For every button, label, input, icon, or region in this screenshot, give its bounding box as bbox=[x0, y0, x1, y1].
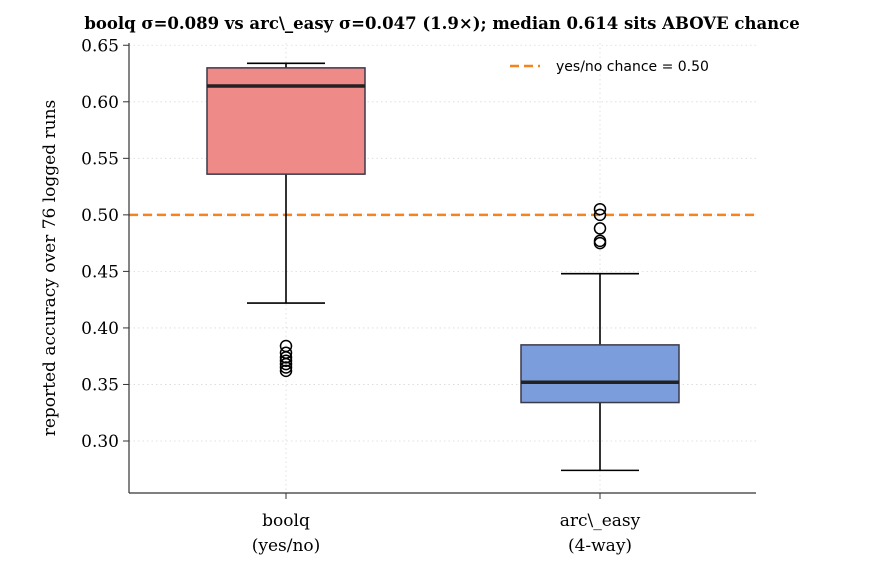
y-tick-label: 0.50 bbox=[81, 206, 119, 226]
ticks: 0.30 0.35 0.40 0.45 0.50 0.55 0.60 0.65 boolq (ye… bbox=[81, 36, 641, 556]
x-tick-label: boolq bbox=[262, 511, 310, 531]
y-tick-label: 0.65 bbox=[81, 36, 119, 56]
boxes bbox=[206, 62, 680, 472]
y-tick-label: 0.55 bbox=[81, 149, 119, 169]
y-tick-label: 0.30 bbox=[81, 432, 119, 452]
chart-title: boolq σ=0.089 vs arc\_easy σ=0.047 (1.9×… bbox=[84, 14, 799, 33]
y-tick-label: 0.45 bbox=[81, 262, 119, 282]
outlier-point bbox=[593, 222, 607, 235]
x-tick-label: arc\_easy bbox=[560, 511, 641, 531]
outlier-point bbox=[593, 202, 607, 216]
y-tick-label: 0.40 bbox=[81, 319, 119, 339]
box-boolq bbox=[206, 62, 366, 378]
x-tick-sublabel: (4-way) bbox=[568, 536, 632, 556]
y-axis-label: reported accuracy over 76 logged runs bbox=[40, 100, 60, 437]
outlier-point bbox=[593, 208, 607, 222]
x-tick-sublabel: (yes/no) bbox=[252, 536, 321, 556]
axes bbox=[128, 43, 756, 494]
box-iqr bbox=[206, 67, 366, 175]
outlier-point bbox=[593, 236, 607, 250]
box-iqr bbox=[520, 344, 680, 404]
outlier-point bbox=[279, 354, 293, 367]
legend: yes/no chance = 0.50 bbox=[510, 59, 709, 75]
outlier-point bbox=[279, 361, 293, 374]
y-tick-label: 0.35 bbox=[81, 375, 119, 395]
outlier-point bbox=[279, 357, 293, 371]
outlier-point bbox=[279, 351, 293, 364]
y-tick-label: 0.60 bbox=[81, 93, 119, 113]
legend-label: yes/no chance = 0.50 bbox=[556, 59, 709, 75]
outlier-point bbox=[279, 364, 293, 378]
box-arc_easy bbox=[520, 202, 680, 472]
